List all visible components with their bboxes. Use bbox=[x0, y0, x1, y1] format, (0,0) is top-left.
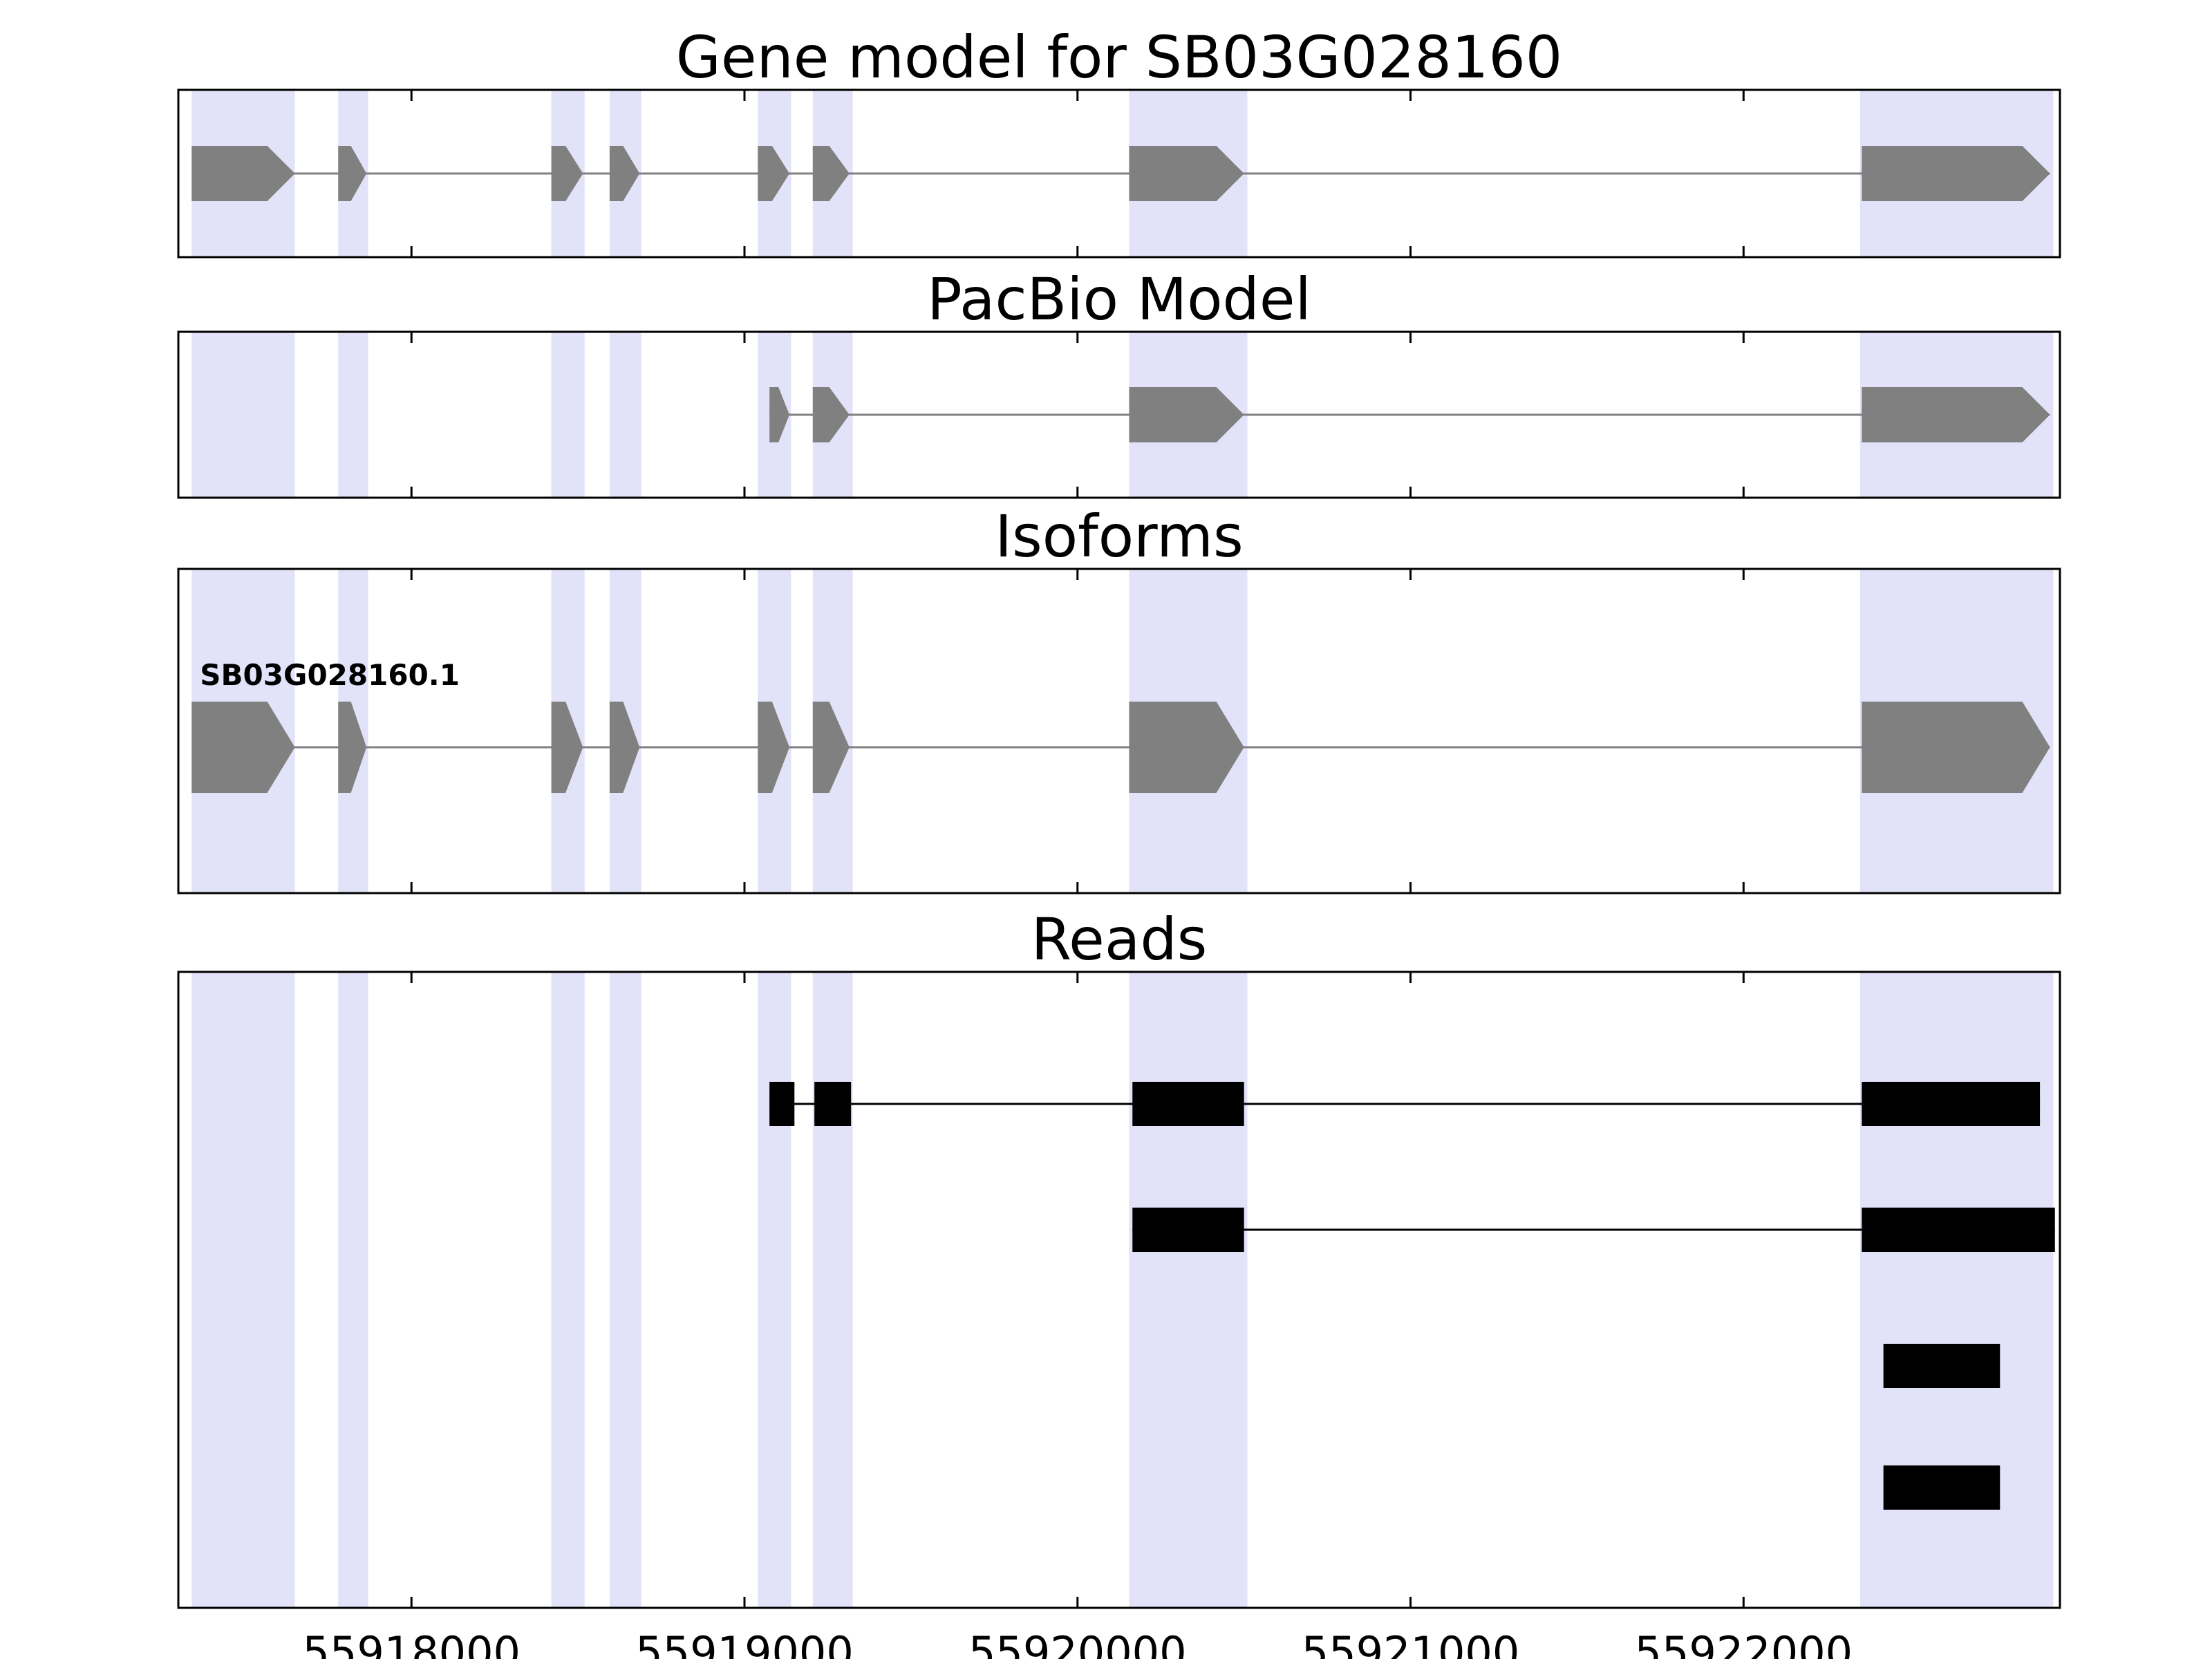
panel-border bbox=[177, 330, 2061, 499]
exon-shape bbox=[338, 146, 367, 201]
read-block bbox=[814, 1082, 852, 1126]
highlight-band bbox=[191, 972, 295, 1608]
panel-title: Gene model for SB03G028160 bbox=[676, 24, 1562, 91]
highlight-band bbox=[758, 972, 791, 1608]
read-block bbox=[1862, 1082, 2041, 1126]
highlight-band bbox=[191, 332, 295, 498]
panel-border bbox=[177, 568, 2061, 894]
highlight-band bbox=[1129, 972, 1248, 1608]
exon-shape bbox=[1862, 702, 2050, 793]
axis-tick-label: 55920000 bbox=[968, 1627, 1187, 1659]
exon-shape bbox=[1129, 146, 1244, 201]
axis-tick-label: 55921000 bbox=[1302, 1627, 1520, 1659]
read-block bbox=[1883, 1465, 2000, 1510]
axis-tick-label: 55919000 bbox=[635, 1627, 854, 1659]
exon-shape bbox=[609, 702, 640, 793]
isoform-label: SB03G028160.1 bbox=[200, 658, 460, 692]
exon-shape bbox=[758, 146, 790, 201]
highlight-band bbox=[609, 972, 641, 1608]
exon-shape bbox=[191, 702, 295, 793]
exon-shape bbox=[1862, 387, 2050, 442]
exon-shape bbox=[769, 387, 790, 442]
highlight-band bbox=[338, 972, 368, 1608]
panel-title: Reads bbox=[1031, 906, 1208, 973]
highlight-band bbox=[551, 332, 585, 498]
exon-shape bbox=[338, 702, 367, 793]
exon-shape bbox=[1129, 387, 1244, 442]
highlight-band bbox=[609, 332, 641, 498]
axis-tick-label: 55918000 bbox=[302, 1627, 521, 1659]
read-block bbox=[1132, 1208, 1244, 1252]
read-block bbox=[769, 1082, 795, 1126]
panel-title: Isoforms bbox=[995, 503, 1244, 570]
exon-shape bbox=[812, 146, 850, 201]
read-block bbox=[1132, 1082, 1244, 1126]
exon-shape bbox=[1129, 702, 1244, 793]
panel-border bbox=[177, 88, 2061, 259]
exon-shape bbox=[812, 702, 850, 793]
exon-shape bbox=[609, 146, 640, 201]
exon-shape bbox=[812, 387, 850, 442]
axis-tick-label: 55922000 bbox=[1635, 1627, 1853, 1659]
highlight-band bbox=[338, 332, 368, 498]
highlight-band bbox=[1859, 972, 2054, 1608]
highlight-band bbox=[812, 972, 853, 1608]
highlight-band bbox=[551, 972, 585, 1608]
exon-shape bbox=[551, 146, 583, 201]
exon-shape bbox=[191, 146, 295, 201]
panel-title: PacBio Model bbox=[927, 265, 1311, 333]
read-block bbox=[1862, 1208, 2055, 1252]
exon-shape bbox=[551, 702, 583, 793]
read-block bbox=[1883, 1344, 2000, 1388]
exon-shape bbox=[1862, 146, 2050, 201]
exon-shape bbox=[758, 702, 790, 793]
panel-border bbox=[177, 971, 2061, 1609]
